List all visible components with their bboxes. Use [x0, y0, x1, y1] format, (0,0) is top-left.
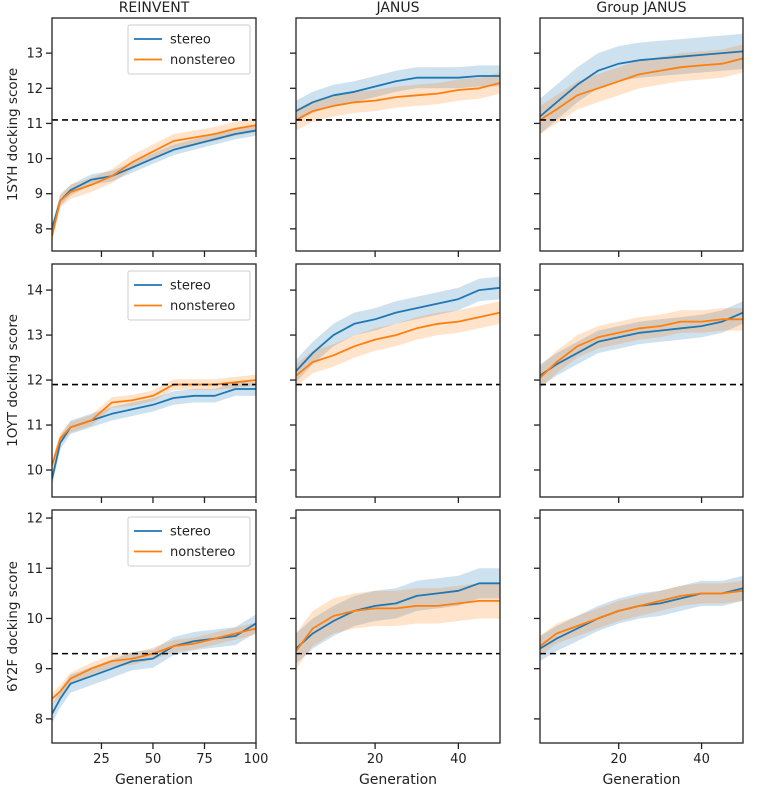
nonstereo-line	[540, 589, 743, 647]
nonstereo-confidence-band	[52, 622, 256, 705]
panel: 20 40 Generation	[290, 509, 501, 788]
panel	[534, 17, 744, 257]
plot-area	[296, 276, 500, 387]
nonstereo-confidence-band	[52, 118, 256, 243]
nonstereo-confidence-band	[296, 72, 500, 131]
plot-area	[540, 575, 743, 662]
stereo-confidence-band	[540, 301, 743, 387]
y-tick-label: 12	[26, 512, 43, 527]
panel	[534, 263, 744, 503]
stereo-confidence-band	[540, 575, 743, 662]
panel: 8 9 10 11 12 25 50 75 100 Generation stereo nonster…	[26, 509, 269, 788]
nonstereo-line	[296, 600, 500, 652]
legend-label: nonstereo	[170, 545, 235, 560]
x-tick-label: 25	[93, 752, 110, 767]
stereo-line	[540, 311, 743, 377]
nonstereo-confidence-band	[540, 308, 743, 389]
nonstereo-line	[540, 57, 743, 121]
legend: stereo nonstereo	[127, 24, 251, 75]
x-tick-label: 100	[244, 752, 269, 767]
plot-area	[540, 301, 743, 389]
stereo-line	[540, 50, 743, 118]
stereo-line	[296, 582, 500, 650]
x-tick-label: 50	[145, 752, 162, 767]
column-title: REINVENT	[119, 0, 190, 16]
y-tick-label: 14	[26, 284, 43, 299]
y-tick-label: 9	[35, 187, 43, 202]
nonstereo-line	[52, 124, 256, 237]
x-tick-label: 20	[610, 752, 627, 767]
legend: stereo nonstereo	[127, 270, 251, 321]
axes-frame	[51, 17, 257, 252]
stereo-line	[52, 129, 256, 230]
legend-label: stereo	[170, 279, 211, 294]
x-axis-label: Generation	[602, 772, 680, 788]
axes-frame	[539, 263, 744, 498]
panel: 10 11 12 13 14 stereo nonstereo	[26, 263, 257, 503]
y-tick-label: 9	[35, 662, 43, 677]
legend-label: nonstereo	[170, 299, 235, 314]
y-tick-label: 12	[26, 374, 43, 389]
y-tick-label: 10	[26, 464, 43, 479]
stereo-confidence-band	[52, 125, 256, 235]
stereo-confidence-band	[296, 65, 500, 122]
stereo-confidence-band	[540, 33, 743, 134]
axes-frame	[539, 17, 744, 252]
column-title: JANUS	[375, 0, 419, 16]
y-tick-label: 13	[26, 47, 43, 62]
plot-area	[52, 118, 256, 243]
y-tick-label: 10	[26, 612, 43, 627]
nonstereo-line	[52, 379, 256, 466]
panel: 8 9 10 11 12 13 stereo nonstereo	[26, 17, 257, 257]
y-tick-label: 8	[35, 222, 43, 237]
y-tick-label: 11	[26, 419, 43, 434]
legend-box	[127, 270, 251, 321]
plot-area	[52, 374, 256, 486]
y-tick-label: 13	[26, 329, 43, 344]
panel	[290, 263, 501, 503]
y-tick-label: 11	[26, 562, 43, 577]
plot-area	[296, 568, 500, 669]
nonstereo-line	[296, 82, 500, 121]
y-axis-label: 6Y2F docking score	[5, 561, 21, 692]
y-tick-label: 8	[35, 712, 43, 727]
column-title: Group JANUS	[596, 0, 686, 16]
nonstereo-line	[296, 311, 500, 377]
nonstereo-line	[540, 318, 743, 379]
legend: stereo nonstereo	[127, 516, 251, 567]
x-tick-label: 20	[367, 752, 384, 767]
y-tick-label: 10	[26, 152, 43, 167]
nonstereo-confidence-band	[540, 580, 743, 657]
legend-box	[127, 516, 251, 567]
panel: 20 40 Generation	[534, 509, 744, 788]
axes-frame	[51, 509, 257, 744]
y-axis-label: 1OYT docking score	[5, 314, 21, 447]
legend-label: stereo	[170, 33, 211, 48]
y-axis-label: 1SYH docking score	[5, 68, 21, 201]
y-tick-label: 11	[26, 117, 43, 132]
legend-box	[127, 24, 251, 75]
legend-label: stereo	[170, 525, 211, 540]
plot-area	[296, 65, 500, 131]
x-axis-label: Generation	[359, 772, 437, 788]
legend-label: nonstereo	[170, 53, 235, 68]
axes-frame	[539, 509, 744, 744]
stereo-line	[296, 286, 500, 372]
x-tick-label: 40	[450, 752, 467, 767]
plot-area	[52, 614, 256, 723]
x-axis-label: Generation	[115, 772, 193, 788]
stereo-confidence-band	[296, 276, 500, 383]
axes-frame	[295, 509, 501, 744]
plot-area	[540, 33, 743, 134]
x-tick-label: 75	[196, 752, 213, 767]
panel	[290, 17, 501, 257]
y-tick-label: 12	[26, 82, 43, 97]
stereo-line	[296, 75, 500, 112]
axes-frame	[295, 17, 501, 252]
stereo-confidence-band	[52, 382, 256, 486]
nonstereo-line	[52, 627, 256, 700]
x-tick-label: 40	[693, 752, 710, 767]
